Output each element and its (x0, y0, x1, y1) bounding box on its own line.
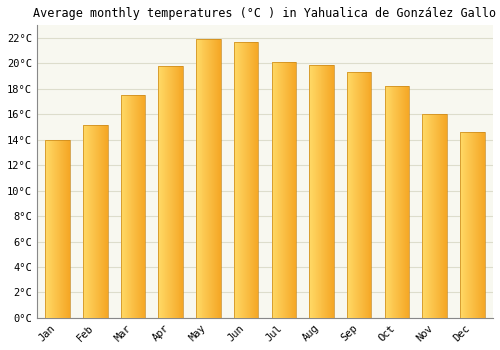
Bar (272, 62, 296, 318)
Bar (46, 140, 70, 318)
Bar (460, 132, 484, 318)
Bar (309, 65, 334, 318)
Bar (158, 66, 183, 318)
Bar (120, 95, 145, 318)
Bar (196, 39, 220, 318)
Bar (384, 86, 409, 318)
Bar (422, 114, 447, 318)
Title: Average monthly temperatures (°C ) in Yahualica de González Gallo: Average monthly temperatures (°C ) in Ya… (34, 7, 496, 20)
Bar (83, 125, 108, 318)
Bar (234, 42, 258, 318)
Bar (347, 72, 372, 318)
